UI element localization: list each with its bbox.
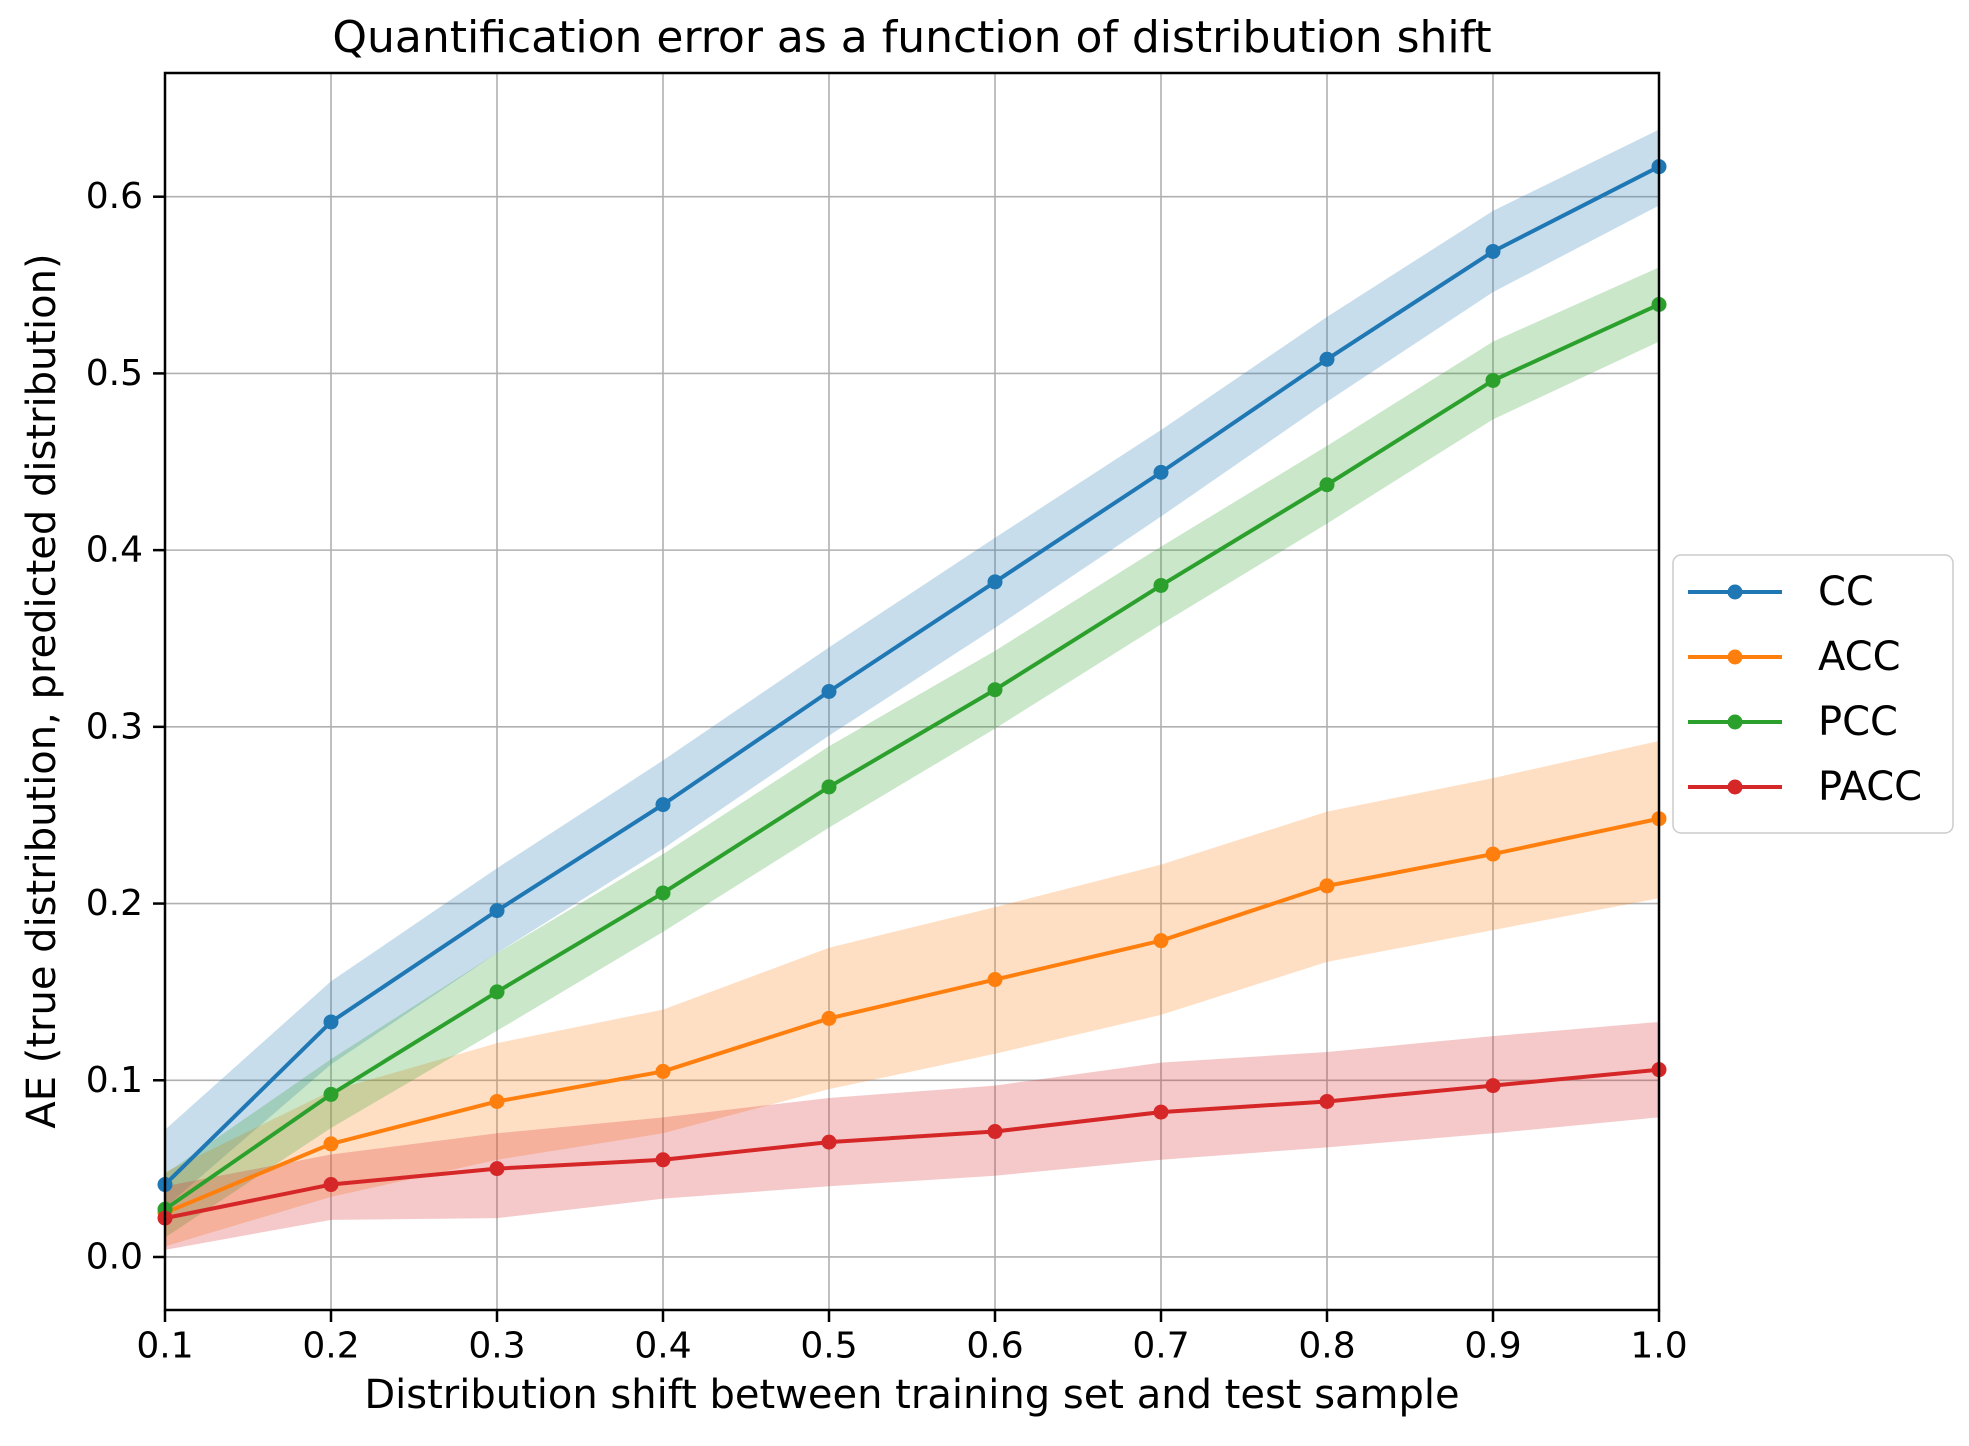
x-tick-label: 0.3 [468, 1326, 525, 1367]
data-point [987, 972, 1003, 988]
x-tick-label: 0.9 [1464, 1326, 1521, 1367]
data-point [821, 1134, 837, 1150]
y-tick-label: 0.6 [86, 176, 143, 217]
data-point [489, 984, 505, 1000]
x-tick-label: 0.7 [1132, 1326, 1189, 1367]
x-tick-label: 0.8 [1298, 1326, 1355, 1367]
y-axis: 0.0 0.1 0.2 0.3 0.4 0.5 0.6 [86, 176, 165, 1277]
legend-marker [1727, 649, 1743, 665]
data-point [1485, 243, 1501, 259]
data-point [655, 885, 671, 901]
data-point [1319, 351, 1335, 367]
data-point [489, 903, 505, 919]
chart-title: Quantification error as a function of di… [332, 12, 1492, 63]
plot-background [165, 73, 1659, 1310]
x-tick-label: 0.5 [800, 1326, 857, 1367]
y-axis-label: AE (true distribution, predicted distrib… [19, 253, 65, 1129]
y-tick-label: 0.0 [86, 1236, 143, 1277]
data-point [1485, 846, 1501, 862]
x-tick-label: 0.2 [302, 1326, 359, 1367]
legend: CC ACC PCC PACC [1672, 554, 1954, 834]
x-tick-label: 0.1 [136, 1326, 193, 1367]
legend-label: PCC [1818, 699, 1898, 745]
data-point [1485, 372, 1501, 388]
y-tick-label: 0.1 [86, 1060, 143, 1101]
series-PACC-line [163, 1067, 1661, 1221]
data-point [323, 1014, 339, 1030]
legend-entry-PCC: PCC [1688, 699, 1898, 745]
data-point [821, 779, 837, 795]
data-point [655, 797, 671, 813]
data-point [1153, 577, 1169, 593]
legend-marker [1727, 714, 1743, 730]
data-point [323, 1086, 339, 1102]
x-tick-label: 1.0 [1630, 1326, 1687, 1367]
data-point [655, 1152, 671, 1168]
legend-label: CC [1818, 569, 1874, 615]
data-point [1319, 1093, 1335, 1109]
data-point [821, 1010, 837, 1026]
y-tick-label: 0.4 [86, 530, 143, 571]
legend-label: ACC [1818, 634, 1901, 680]
series-CC-line [163, 164, 1661, 1187]
legend-marker [1727, 584, 1743, 600]
x-axis-label: Distribution shift between training set … [364, 1372, 1460, 1418]
series-ACC-line [163, 816, 1661, 1215]
series-PACC-markers [157, 1062, 1667, 1226]
series-PCC-line [163, 302, 1661, 1212]
legend-entry-PACC: PACC [1688, 764, 1922, 810]
legend-box [1672, 554, 1954, 834]
data-point [1153, 933, 1169, 949]
legend-marker [1727, 779, 1743, 795]
data-point [489, 1093, 505, 1109]
data-point [987, 682, 1003, 698]
data-point [821, 684, 837, 699]
data-point [655, 1063, 671, 1079]
legend-entry-ACC: ACC [1688, 634, 1901, 680]
data-point [323, 1136, 339, 1152]
data-point [987, 574, 1003, 590]
y-tick-label: 0.5 [86, 353, 143, 394]
series-ACC-band [165, 740, 1659, 1247]
data-point [1153, 464, 1169, 480]
data-point [489, 1161, 505, 1177]
legend-entry-CC: CC [1688, 569, 1874, 615]
x-tick-label: 0.4 [634, 1326, 691, 1367]
data-point [1319, 878, 1335, 894]
series-CC-band [165, 129, 1659, 1208]
series-CC-markers [157, 159, 1667, 1193]
data-point [1485, 1078, 1501, 1094]
data-point [1153, 1104, 1169, 1120]
legend-label: PACC [1818, 764, 1922, 810]
axes-spines [163, 71, 1661, 1312]
x-tick-label: 0.6 [966, 1326, 1023, 1367]
y-tick-label: 0.3 [86, 706, 143, 747]
data-point [323, 1177, 339, 1193]
x-axis: 0.1 0.2 0.3 0.4 0.5 0.6 0.7 0.8 0.9 1.0 [136, 1310, 1688, 1367]
y-tick-label: 0.2 [86, 883, 143, 924]
data-point [987, 1124, 1003, 1140]
data-point [1319, 477, 1335, 493]
